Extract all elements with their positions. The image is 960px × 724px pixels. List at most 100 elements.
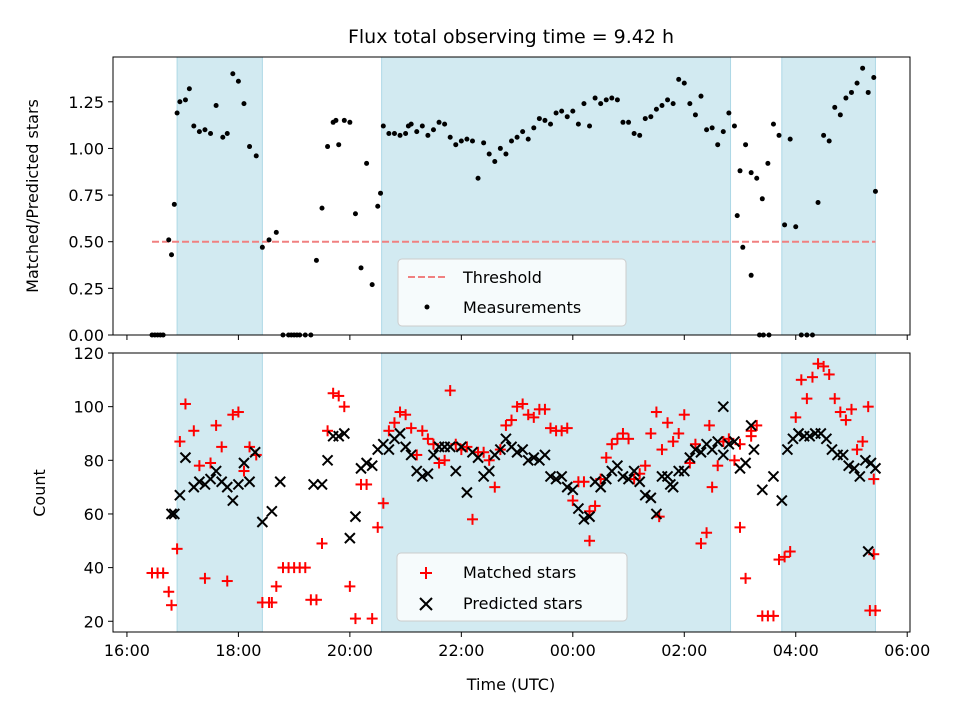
- measurement-point: [670, 101, 676, 107]
- measurement-point: [740, 244, 746, 250]
- top-y-tick-label: 1.25: [68, 93, 104, 112]
- matched-star-point: [270, 580, 282, 592]
- predicted-star-point: [394, 427, 406, 440]
- measurement-point: [436, 119, 442, 125]
- matched-star-point: [734, 521, 746, 533]
- predicted-star-point: [600, 473, 612, 485]
- measurement-point: [486, 151, 492, 157]
- measurement-point: [587, 123, 593, 129]
- top-legend-box: [397, 258, 627, 327]
- predicted-star-point: [174, 489, 186, 501]
- predicted-star-point: [792, 427, 805, 440]
- measurement-point: [559, 108, 565, 114]
- measurement-point: [564, 114, 570, 120]
- measurement-point: [614, 97, 620, 103]
- matched-star-point: [422, 433, 434, 445]
- measurement-point: [648, 114, 654, 120]
- matched-star-point: [656, 444, 668, 456]
- measurement-point: [575, 121, 581, 127]
- measurement-point: [642, 116, 648, 122]
- matched-star-point: [767, 610, 779, 622]
- predicted-star-point: [455, 441, 468, 453]
- predicted-star-point: [628, 465, 640, 477]
- measurement-point: [542, 117, 548, 123]
- x-tick-label: 04:00: [773, 641, 819, 660]
- measurement-point: [220, 134, 226, 140]
- matched-star-point: [645, 427, 657, 439]
- measurement-point: [743, 142, 749, 148]
- top-plot-frame: [112, 56, 911, 336]
- matched-star-point: [216, 441, 228, 453]
- matched-star-point: [834, 406, 846, 418]
- measurement-point: [837, 112, 843, 118]
- measurement-point: [213, 103, 219, 109]
- measurement-point: [503, 151, 509, 157]
- measurement-point: [754, 175, 760, 181]
- predicted-star-point: [837, 449, 849, 461]
- predicted-star-point: [594, 481, 607, 493]
- matched-star-point: [210, 419, 222, 431]
- measurement-point: [748, 170, 754, 176]
- bottom-shaded-region: [781, 352, 876, 633]
- predicted-star-point: [383, 443, 395, 456]
- predicted-star-point: [723, 438, 735, 450]
- measurement-point: [171, 201, 177, 207]
- matched-star-point: [179, 398, 191, 410]
- measurement-point: [341, 117, 347, 123]
- predicted-star-point: [611, 459, 624, 472]
- matched-star-point: [327, 387, 339, 399]
- predicted-star-point: [405, 449, 417, 461]
- measurement-point: [603, 97, 609, 103]
- matched-star-point: [322, 425, 334, 437]
- predicted-star-point: [748, 443, 760, 456]
- measurement-point: [872, 188, 878, 194]
- matched-star-point: [316, 537, 328, 549]
- measurement-point: [266, 237, 272, 243]
- matched-star-point: [823, 368, 835, 380]
- predicted-star-point: [238, 457, 250, 469]
- measurement-point: [787, 136, 793, 142]
- measurement-point: [196, 129, 202, 135]
- matched-star-point: [489, 481, 501, 493]
- matched-star-point: [517, 398, 529, 410]
- top-shaded-region: [176, 56, 263, 336]
- measurement-point: [871, 75, 877, 81]
- top-y-tick-label: 1.00: [68, 139, 104, 158]
- predicted-star-point: [249, 446, 261, 458]
- bottom-y-axis-label: Count: [30, 469, 49, 517]
- measurement-point: [391, 130, 397, 136]
- matched-star-point: [818, 360, 830, 372]
- bottom-y-tick-label: 20: [84, 612, 104, 631]
- predicted-star-point: [274, 476, 286, 488]
- predicted-star-point: [728, 435, 741, 448]
- matched-star-point: [650, 406, 662, 418]
- matched-star-point: [812, 358, 824, 370]
- measurement-point: [386, 130, 392, 136]
- matched-star-point: [439, 454, 451, 466]
- measurement-point: [626, 119, 632, 125]
- measurement-point: [676, 76, 682, 82]
- measurement-point: [848, 89, 854, 95]
- predicted-star-point: [862, 545, 874, 558]
- measurement-point: [397, 132, 403, 138]
- matched-star-point: [600, 452, 612, 464]
- measurement-point: [770, 121, 776, 127]
- measurement-point: [592, 95, 598, 101]
- predicted-star-point: [500, 433, 512, 445]
- measurement-point: [369, 282, 375, 288]
- matched-star-point: [539, 403, 551, 415]
- predicted-star-point: [645, 492, 657, 504]
- matched-star-point: [706, 481, 718, 493]
- matched-star-point: [773, 554, 785, 566]
- predicted-star-point: [650, 508, 663, 520]
- bottom-y-tick-label: 120: [73, 344, 104, 363]
- measurement-point: [177, 99, 183, 105]
- matched-star-point: [662, 417, 674, 429]
- measurement-point: [319, 205, 325, 211]
- matched-star-point: [779, 551, 791, 563]
- top-shaded-region: [781, 56, 876, 336]
- predicted-star-point: [349, 510, 362, 523]
- bottom-plot-frame: [112, 352, 911, 633]
- matched-star-point: [232, 406, 244, 418]
- matched-star-point: [444, 385, 456, 397]
